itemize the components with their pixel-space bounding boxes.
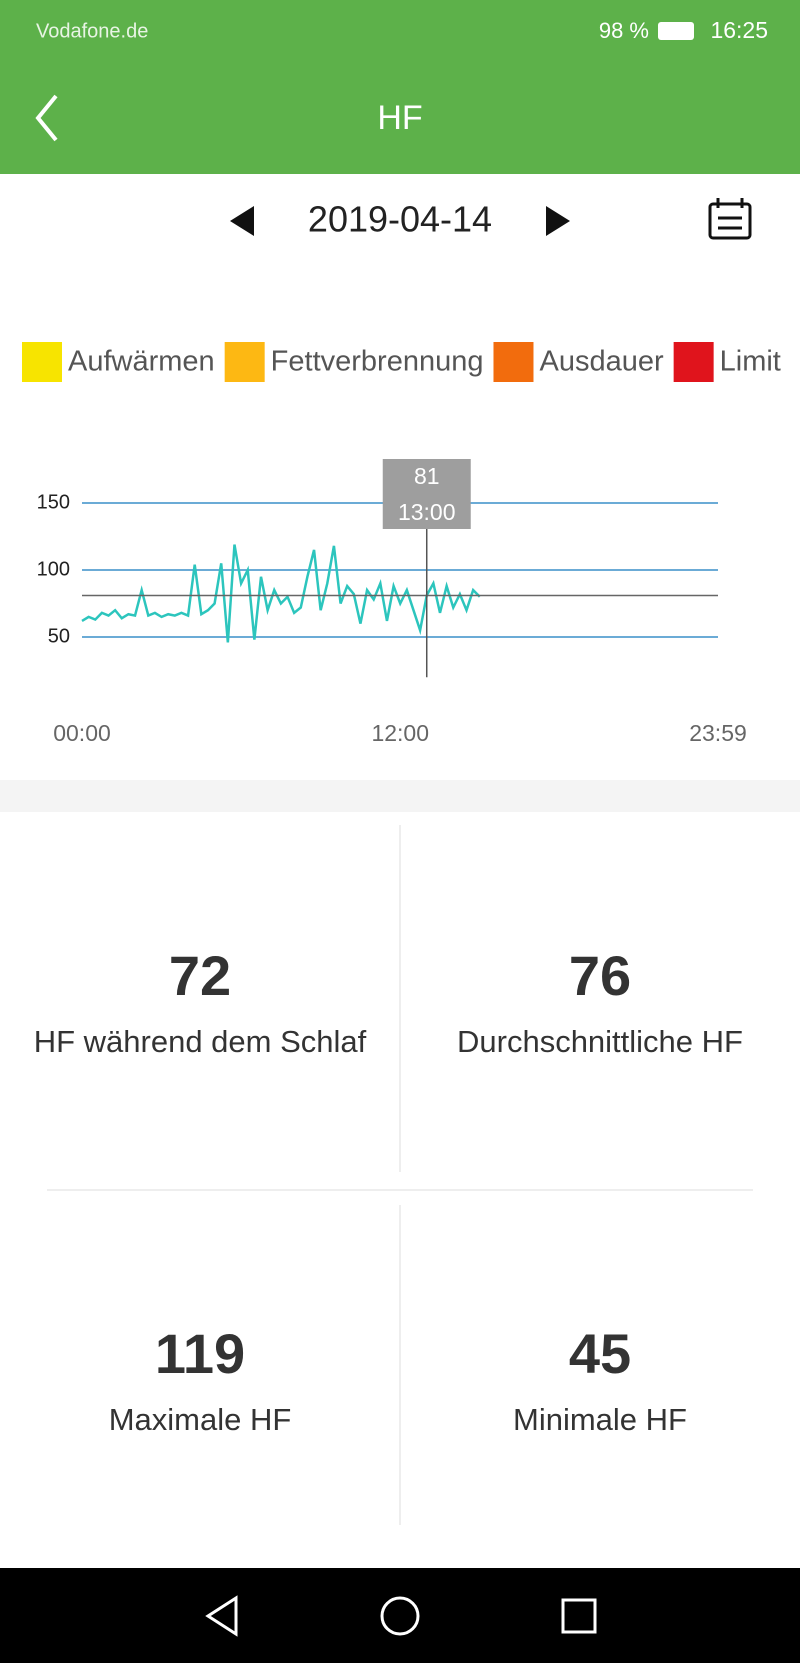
stat-value: 45 (569, 1322, 631, 1385)
separator (0, 780, 800, 812)
nav-home[interactable] (380, 1596, 420, 1636)
clock: 16:25 (710, 17, 768, 43)
legend-label: Aufwärmen (68, 346, 215, 378)
calendar-button[interactable] (708, 198, 752, 240)
stat-label: Minimale HF (513, 1402, 687, 1437)
battery-icon (658, 22, 694, 40)
stat-label: Maximale HF (109, 1402, 292, 1437)
legend-swatch (224, 342, 265, 382)
stat-label: Durchschnittliche HF (457, 1024, 743, 1059)
legend-swatch (493, 342, 534, 382)
back-button[interactable] (35, 94, 58, 142)
nav-back[interactable] (205, 1595, 238, 1637)
stat-label: HF während dem Schlaf (34, 1024, 367, 1059)
legend-swatch (22, 342, 62, 382)
stat-value: 119 (155, 1322, 245, 1385)
tooltip-value: 81 (414, 463, 440, 489)
date: 2019-04-14 (308, 199, 492, 240)
stat-value: 72 (169, 944, 231, 1007)
legend-label: Limit (720, 346, 781, 378)
carrier: Vodafone.de (36, 20, 148, 42)
stat-value: 76 (569, 944, 631, 1007)
y-tick-label: 150 (37, 491, 70, 513)
legend-swatch (673, 342, 714, 382)
x-tick-label: 12:00 (371, 720, 429, 746)
next-day[interactable] (546, 206, 570, 236)
page-title: HF (377, 99, 422, 137)
tooltip-time: 13:00 (398, 499, 456, 525)
legend-label: Fettverbrennung (271, 346, 484, 378)
x-tick-label: 00:00 (53, 720, 111, 746)
hr-line (81, 544, 481, 643)
tooltip (382, 459, 471, 529)
legend-label: Ausdauer (539, 346, 663, 378)
nav-recent[interactable] (561, 1598, 597, 1634)
prev-day[interactable] (230, 206, 254, 236)
y-tick-label: 50 (48, 625, 70, 647)
nav-bar (0, 1568, 800, 1663)
battery-text: 98 % (599, 18, 649, 43)
y-tick-label: 100 (37, 558, 70, 580)
x-tick-label: 23:59 (689, 720, 747, 746)
